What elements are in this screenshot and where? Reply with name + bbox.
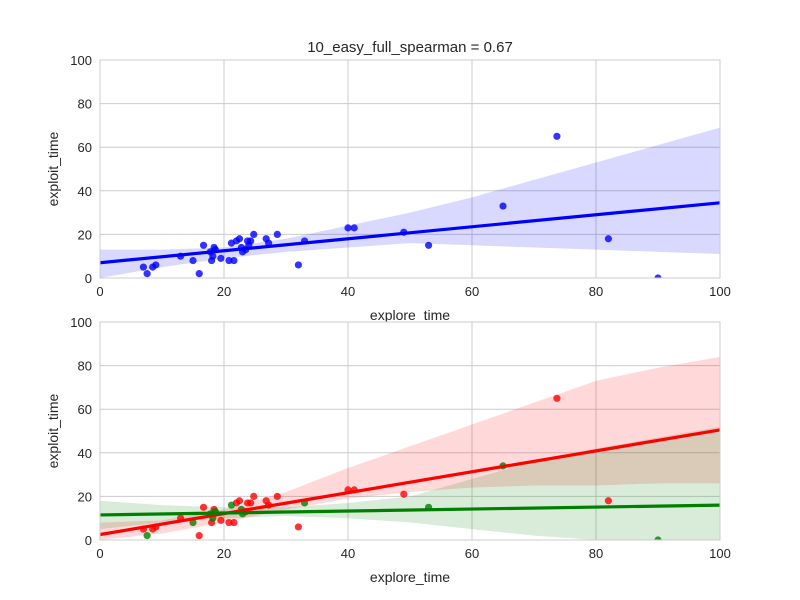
green-data-point xyxy=(143,532,151,540)
blue-regression-line xyxy=(100,201,720,265)
plot-frame-bottom xyxy=(99,321,721,541)
x-tick-label: 40 xyxy=(341,546,355,561)
red-data-point xyxy=(247,499,255,507)
plot-area-bottom xyxy=(100,322,720,540)
blue-confidence-band xyxy=(100,127,720,278)
y-tick-label: 0 xyxy=(85,271,92,286)
red-data-point xyxy=(195,532,203,540)
confidence-bands-top xyxy=(100,127,720,278)
red-confidence-band xyxy=(100,356,720,540)
scatter-panel-bottom: 0 20 40 60 80 100 0 20 40 60 80 100 explore_time ex… xyxy=(45,315,731,585)
green-data-point xyxy=(654,536,662,540)
x-axis-label-top: explore_time xyxy=(370,307,450,323)
blue-data-point xyxy=(225,256,233,265)
y-tick-label: 20 xyxy=(78,489,92,504)
fit-lines-bottom xyxy=(100,428,720,537)
blue-data-point xyxy=(217,254,225,262)
y-tick-label: 80 xyxy=(78,97,92,112)
blue-data-point xyxy=(209,252,217,260)
blue-data-point xyxy=(199,241,208,249)
x-tick-label: 0 xyxy=(96,546,103,561)
plot-area-top xyxy=(100,60,720,278)
blue-data-point xyxy=(189,256,197,265)
y-tick-label: 80 xyxy=(78,359,92,374)
red-regression-line xyxy=(100,428,720,537)
x-tick-label: 80 xyxy=(589,546,603,561)
red-data-point xyxy=(250,492,258,500)
y-tick-label: 60 xyxy=(78,402,92,417)
blue-data-point xyxy=(294,261,302,269)
chart-title: 10_easy_full_spearman = 0.67 xyxy=(307,39,513,56)
blue-data-point xyxy=(604,235,613,243)
blue-data-point xyxy=(553,132,561,140)
red-data-point xyxy=(294,523,302,531)
y-axis-label-top: exploit_time xyxy=(45,131,61,206)
x-tick-label: 100 xyxy=(709,284,731,299)
blue-data-point xyxy=(195,270,203,278)
blue-data-point xyxy=(247,237,255,245)
plot-frame-top xyxy=(99,59,721,279)
y-tick-label: 100 xyxy=(70,315,92,330)
green-regression-line xyxy=(100,503,720,517)
red-data-point xyxy=(225,518,233,527)
fit-lines-top xyxy=(100,201,720,265)
red-data-point xyxy=(217,516,225,524)
blue-data-point xyxy=(139,263,147,271)
y-tick-label: 40 xyxy=(78,184,92,199)
red-data-point xyxy=(235,497,244,505)
blue-data-point xyxy=(235,235,244,243)
blue-data-point xyxy=(143,270,151,278)
red-data-point xyxy=(273,492,281,500)
blue-data-point xyxy=(344,224,352,232)
blue-data-point xyxy=(350,224,358,232)
blue-data-point xyxy=(425,241,433,249)
green-data-point xyxy=(227,501,236,509)
x-tick-label: 100 xyxy=(709,546,731,561)
red-data-point xyxy=(553,394,561,402)
blue-data-point xyxy=(654,274,662,278)
red-data-point xyxy=(199,503,208,511)
red-data-point xyxy=(604,497,613,505)
y-axis-label-bottom: exploit_time xyxy=(45,393,61,468)
x-tick-label: 20 xyxy=(217,284,231,299)
y-tick-label: 0 xyxy=(85,533,92,548)
x-tick-label: 40 xyxy=(341,284,355,299)
blue-data-point xyxy=(152,261,160,269)
blue-data-point xyxy=(273,230,281,238)
ticks-bottom: 0 20 40 60 80 100 0 20 40 60 80 100 xyxy=(70,315,731,561)
ticks-top: 0 20 40 60 80 100 0 20 40 60 80 100 xyxy=(70,53,731,299)
x-tick-label: 60 xyxy=(465,284,479,299)
y-tick-label: 20 xyxy=(78,227,92,242)
blue-data-point xyxy=(250,230,258,238)
blue-data-point xyxy=(230,256,238,265)
x-tick-label: 0 xyxy=(96,284,103,299)
y-tick-label: 100 xyxy=(70,53,92,68)
blue-data-point xyxy=(499,202,507,210)
scatter-panel-top: 0 20 40 60 80 100 0 20 40 60 80 100 explore_time ex… xyxy=(45,53,731,323)
x-tick-label: 20 xyxy=(217,546,231,561)
x-tick-label: 60 xyxy=(465,546,479,561)
x-tick-label: 80 xyxy=(589,284,603,299)
red-data-point xyxy=(230,518,238,527)
y-tick-label: 60 xyxy=(78,140,92,155)
y-tick-label: 40 xyxy=(78,446,92,461)
x-axis-label-bottom: explore_time xyxy=(370,569,450,585)
red-data-point xyxy=(400,490,408,498)
